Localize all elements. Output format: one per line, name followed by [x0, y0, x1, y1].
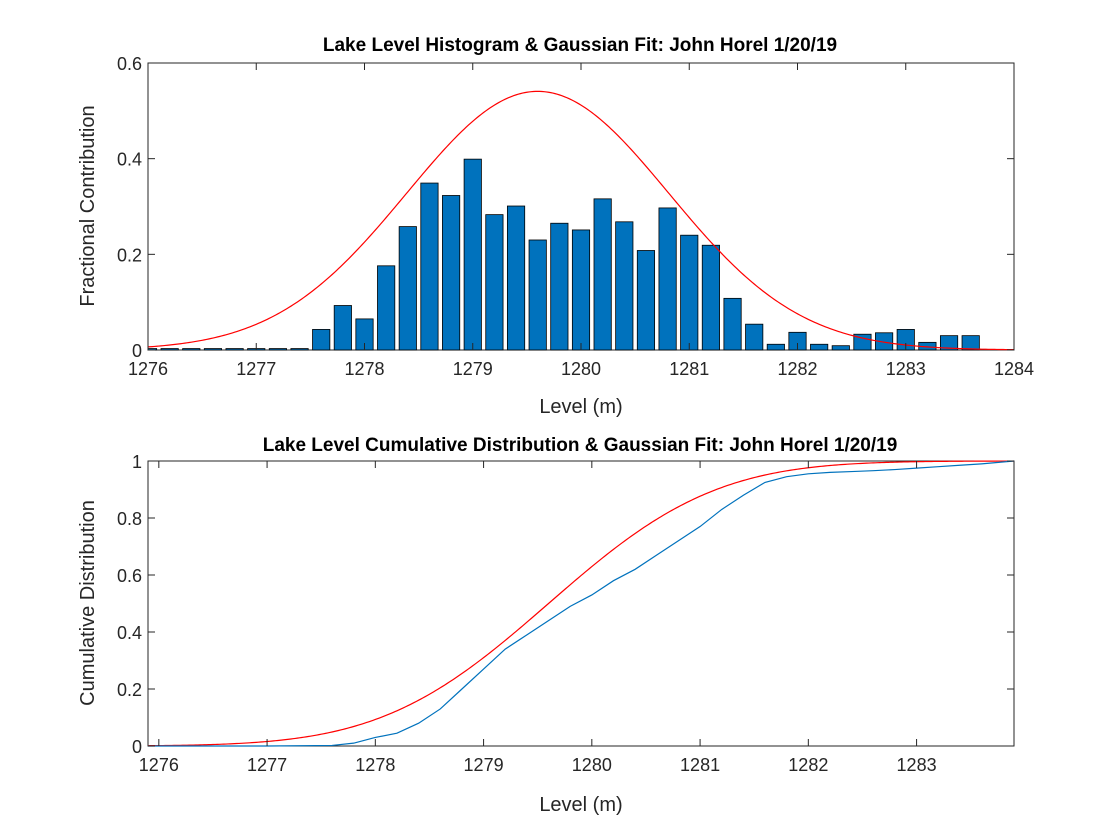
cumulative-axes — [147, 460, 1015, 747]
histogram-bar — [506, 205, 526, 351]
histogram-bar — [723, 297, 742, 351]
cumulative-gaussian-curve — [147, 460, 1015, 747]
histogram-xtick-label: 1281 — [669, 359, 709, 379]
histogram-bar — [203, 348, 223, 351]
histogram-bar — [290, 348, 309, 351]
cumulative-title: Lake Level Cumulative Distribution & Gau… — [263, 435, 898, 456]
histogram-bar — [593, 198, 612, 351]
histogram-bar — [225, 348, 244, 351]
cumulative-ylabel: Cumulative Distribution — [77, 500, 99, 706]
histogram-bar — [745, 323, 764, 351]
histogram-bar — [680, 234, 699, 351]
histogram-bar — [831, 345, 850, 351]
histogram-ylabel: Fractional Contribution — [77, 105, 99, 306]
histogram-bars — [147, 158, 980, 351]
cumulative-xtick-label: 1282 — [788, 755, 828, 775]
cumulative-chart: Lake Level Cumulative Distribution & Gau… — [77, 435, 1015, 816]
cumulative-xtick-label: 1276 — [139, 755, 179, 775]
histogram-ytick-label: 0.4 — [117, 150, 142, 170]
histogram-bar — [636, 250, 656, 351]
histogram-bar — [312, 329, 331, 351]
histogram-xlabel: Level (m) — [539, 396, 622, 418]
histogram-xtick-label: 1278 — [344, 359, 384, 379]
histogram-gaussian-curve — [147, 90, 1015, 351]
histogram-ytick-label: 0 — [132, 341, 142, 361]
histogram-bar — [571, 229, 591, 351]
cumulative-xtick-label: 1277 — [247, 755, 287, 775]
histogram-gaussian-fit — [147, 90, 1015, 351]
cumulative-ytick-label: 0.8 — [117, 509, 142, 529]
histogram-bar — [658, 207, 677, 351]
histogram-bar — [961, 335, 980, 351]
cumulative-xlabel: Level (m) — [539, 794, 622, 816]
cumulative-ticks: 1276 1277 1278 1279 1280 1281 1282 1283 0 0.2 0.4 0… — [117, 452, 1014, 775]
histogram-xtick-label: 1277 — [236, 359, 276, 379]
histogram-bar — [268, 348, 287, 351]
histogram-bar — [333, 305, 352, 351]
histogram-bar — [377, 265, 396, 351]
cumulative-xtick-label: 1281 — [680, 755, 720, 775]
histogram-bar — [875, 332, 894, 351]
histogram-bar — [463, 158, 482, 351]
histogram-bar — [939, 335, 959, 351]
cumulative-xtick-label: 1283 — [897, 755, 937, 775]
histogram-title: Lake Level Histogram & Gaussian Fit: Joh… — [323, 35, 837, 56]
cumulative-ytick-label: 0.2 — [117, 680, 142, 700]
histogram-xtick-label: 1276 — [128, 359, 168, 379]
histogram-xtick-label: 1283 — [886, 359, 926, 379]
histogram-chart: Lake Level Histogram & Gaussian Fit: Joh… — [77, 35, 1034, 418]
histogram-bar — [420, 182, 439, 351]
histogram-bar — [160, 348, 179, 351]
cumulative-xtick-label: 1278 — [355, 755, 395, 775]
cumulative-series — [148, 460, 1015, 747]
histogram-bar — [528, 239, 547, 351]
histogram-xtick-label: 1284 — [994, 359, 1034, 379]
histogram-ticks: 1276 1277 1278 1279 1280 1281 1282 1283 1284 0 0.2… — [117, 54, 1034, 379]
cumulative-gaussian-fit — [147, 460, 1015, 747]
cumulative-ytick-label: 0 — [132, 737, 142, 757]
cumulative-xtick-label: 1280 — [572, 755, 612, 775]
histogram-bar — [442, 195, 461, 351]
histogram-bar — [550, 222, 569, 351]
histogram-bar — [485, 214, 504, 351]
cumulative-ytick-label: 0.6 — [117, 566, 142, 586]
histogram-xtick-label: 1280 — [561, 359, 601, 379]
histogram-bar — [701, 244, 720, 351]
cumulative-xtick-label: 1279 — [464, 755, 504, 775]
histogram-bar — [182, 348, 201, 351]
histogram-bar — [766, 343, 785, 351]
histogram-xtick-label: 1279 — [453, 359, 493, 379]
histogram-ytick-label: 0.2 — [117, 245, 142, 265]
histogram-bar — [853, 333, 872, 351]
cumulative-ytick-label: 1 — [132, 452, 142, 472]
histogram-bar — [398, 226, 417, 351]
histogram-bar — [810, 343, 829, 351]
cumulative-ytick-label: 0.4 — [117, 623, 142, 643]
histogram-xtick-label: 1282 — [777, 359, 817, 379]
histogram-bar — [615, 221, 634, 351]
histogram-ytick-label: 0.6 — [117, 54, 142, 74]
cumulative-series-line — [148, 460, 1015, 747]
